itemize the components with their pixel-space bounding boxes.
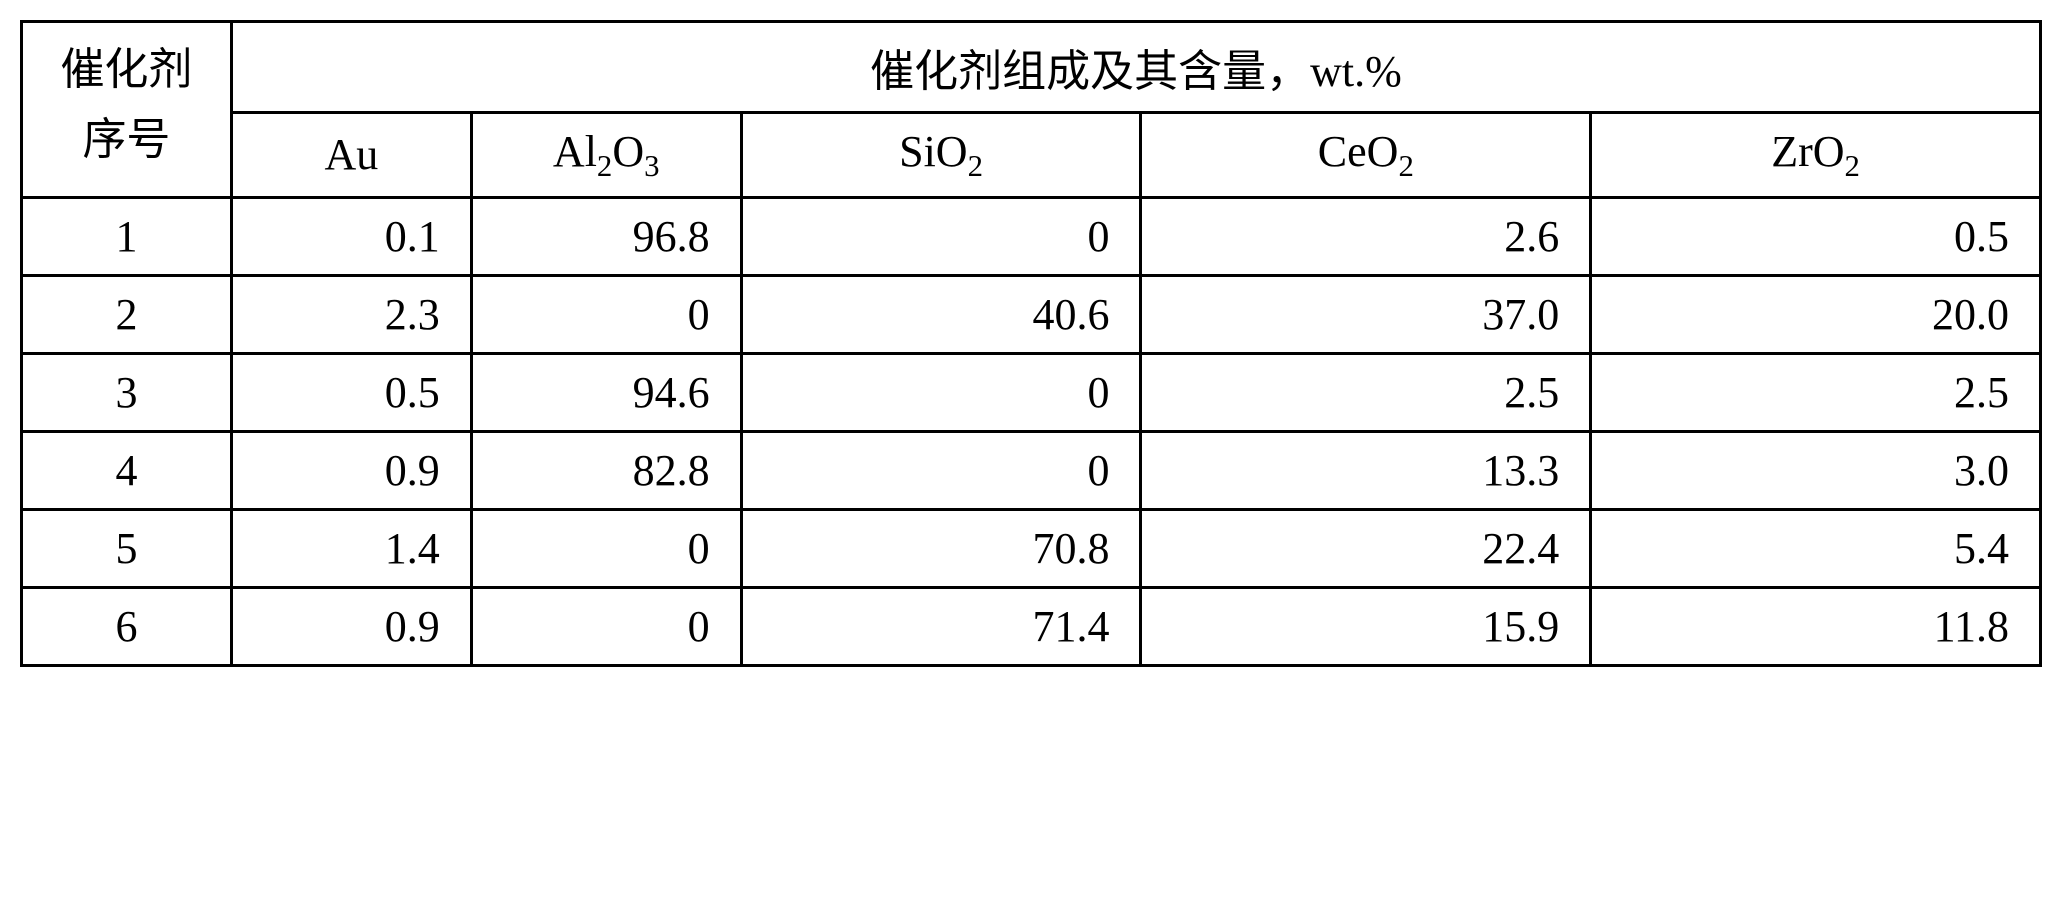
data-cell: 1.4 <box>231 509 471 587</box>
data-cell: 5.4 <box>1591 509 2041 587</box>
table-row: 1 0.1 96.8 0 2.6 0.5 <box>22 197 2041 275</box>
row-id-cell: 2 <box>22 275 232 353</box>
data-cell: 15.9 <box>1141 587 1591 665</box>
header-left-line2: 序号 <box>82 115 170 164</box>
data-cell: 70.8 <box>741 509 1141 587</box>
data-cell: 0 <box>741 431 1141 509</box>
col-header-zro2: ZrO2 <box>1591 113 2041 198</box>
data-cell: 20.0 <box>1591 275 2041 353</box>
data-cell: 13.3 <box>1141 431 1591 509</box>
table-row: 4 0.9 82.8 0 13.3 3.0 <box>22 431 2041 509</box>
col-header-au: Au <box>231 113 471 198</box>
row-id-cell: 6 <box>22 587 232 665</box>
data-cell: 22.4 <box>1141 509 1591 587</box>
header-row-1: 催化剂 序号 催化剂组成及其含量，wt.% <box>22 22 2041 113</box>
data-cell: 2.5 <box>1141 353 1591 431</box>
data-cell: 71.4 <box>741 587 1141 665</box>
data-cell: 0.5 <box>1591 197 2041 275</box>
row-id-cell: 1 <box>22 197 232 275</box>
data-cell: 0.5 <box>231 353 471 431</box>
data-cell: 0 <box>741 197 1141 275</box>
header-catalyst-number: 催化剂 序号 <box>22 22 232 198</box>
row-id-cell: 5 <box>22 509 232 587</box>
data-cell: 96.8 <box>471 197 741 275</box>
data-cell: 2.6 <box>1141 197 1591 275</box>
data-cell: 40.6 <box>741 275 1141 353</box>
row-id-cell: 3 <box>22 353 232 431</box>
col-header-ceo2: CeO2 <box>1141 113 1591 198</box>
catalyst-composition-table: 催化剂 序号 催化剂组成及其含量，wt.% Au Al2O3 SiO2 CeO2… <box>20 20 2042 667</box>
data-cell: 0 <box>741 353 1141 431</box>
data-cell: 94.6 <box>471 353 741 431</box>
col-header-sio2: SiO2 <box>741 113 1141 198</box>
data-cell: 0 <box>471 587 741 665</box>
data-cell: 2.3 <box>231 275 471 353</box>
table-row: 2 2.3 0 40.6 37.0 20.0 <box>22 275 2041 353</box>
col-header-al2o3: Al2O3 <box>471 113 741 198</box>
table-row: 6 0.9 0 71.4 15.9 11.8 <box>22 587 2041 665</box>
header-composition: 催化剂组成及其含量，wt.% <box>231 22 2040 113</box>
data-cell: 0 <box>471 275 741 353</box>
data-cell: 2.5 <box>1591 353 2041 431</box>
table-row: 5 1.4 0 70.8 22.4 5.4 <box>22 509 2041 587</box>
data-cell: 0.9 <box>231 431 471 509</box>
data-cell: 82.8 <box>471 431 741 509</box>
data-cell: 11.8 <box>1591 587 2041 665</box>
row-id-cell: 4 <box>22 431 232 509</box>
data-cell: 0 <box>471 509 741 587</box>
header-left-line1: 催化剂 <box>60 45 192 94</box>
header-row-2: Au Al2O3 SiO2 CeO2 ZrO2 <box>22 113 2041 198</box>
data-cell: 0.1 <box>231 197 471 275</box>
table-row: 3 0.5 94.6 0 2.5 2.5 <box>22 353 2041 431</box>
data-cell: 3.0 <box>1591 431 2041 509</box>
data-cell: 0.9 <box>231 587 471 665</box>
data-cell: 37.0 <box>1141 275 1591 353</box>
